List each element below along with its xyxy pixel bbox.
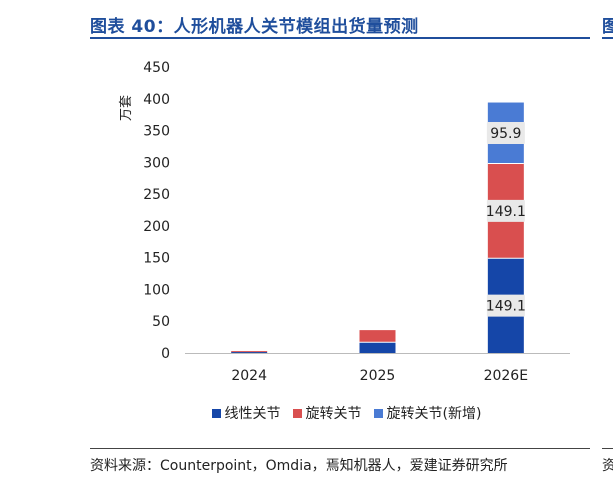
x-tick-label: 2024 bbox=[231, 368, 267, 384]
bar-segment bbox=[231, 352, 268, 353]
adjacent-figure-title-fragment: 图 bbox=[602, 17, 613, 37]
title-underline bbox=[90, 37, 590, 39]
data-label: 149.1 bbox=[486, 299, 526, 315]
adjacent-footer-divider bbox=[602, 448, 613, 449]
x-axis: 2024 2025 2026E bbox=[231, 368, 528, 384]
legend-label-rotary: 旋转关节 bbox=[305, 406, 362, 422]
y-axis: 0 50 100 150 200 250 300 350 400 450 bbox=[143, 60, 170, 362]
footer-divider bbox=[90, 448, 590, 449]
y-tick-label: 450 bbox=[143, 60, 170, 76]
y-tick-label: 300 bbox=[143, 155, 170, 171]
y-tick-label: 350 bbox=[143, 124, 170, 140]
legend-item-rotary: 旋转关节 bbox=[292, 403, 362, 423]
x-tick-label: 2025 bbox=[360, 368, 396, 384]
data-label: 149.1 bbox=[486, 204, 526, 220]
legend-label-rotary-new: 旋转关节(新增) bbox=[386, 406, 482, 422]
legend-swatch-rotary bbox=[292, 408, 302, 418]
y-tick-label: 150 bbox=[143, 251, 170, 267]
data-label-box bbox=[486, 294, 525, 317]
y-tick-label: 100 bbox=[143, 282, 170, 298]
legend-item-linear: 线性关节 bbox=[211, 403, 281, 423]
y-tick-label: 250 bbox=[143, 187, 170, 203]
legend-item-rotary-new: 旋转关节(新增) bbox=[373, 403, 482, 423]
y-tick-label: 400 bbox=[143, 92, 170, 108]
legend-label-linear: 线性关节 bbox=[224, 406, 281, 422]
data-label-box bbox=[486, 199, 525, 222]
legend-swatch-rotary-new bbox=[373, 408, 383, 418]
data-label-box bbox=[486, 122, 525, 145]
bar-series bbox=[231, 102, 524, 353]
y-tick-label: 0 bbox=[161, 346, 170, 362]
chart-title: 图表 40：人形机器人关节模组出货量预测 bbox=[90, 17, 419, 37]
y-tick-label: 50 bbox=[152, 314, 170, 330]
legend-swatch-linear bbox=[211, 408, 221, 418]
bar-segment bbox=[359, 342, 396, 353]
adjacent-figure-underline bbox=[602, 37, 613, 39]
bar-segment bbox=[359, 330, 396, 343]
y-axis-label: 万套 bbox=[118, 95, 134, 121]
legend: 线性关节 旋转关节 旋转关节(新增) bbox=[40, 403, 613, 423]
x-tick-label: 2026E bbox=[484, 368, 528, 384]
bar-segment bbox=[231, 351, 268, 353]
adjacent-source-fragment: 资 bbox=[602, 458, 613, 474]
y-tick-label: 200 bbox=[143, 219, 170, 235]
data-labels: 149.1 149.1 95.9 bbox=[486, 122, 526, 317]
source-note: 资料来源：Counterpoint，Omdia，焉知机器人，爱建证券研究所 bbox=[90, 458, 508, 474]
data-label: 95.9 bbox=[490, 126, 521, 142]
